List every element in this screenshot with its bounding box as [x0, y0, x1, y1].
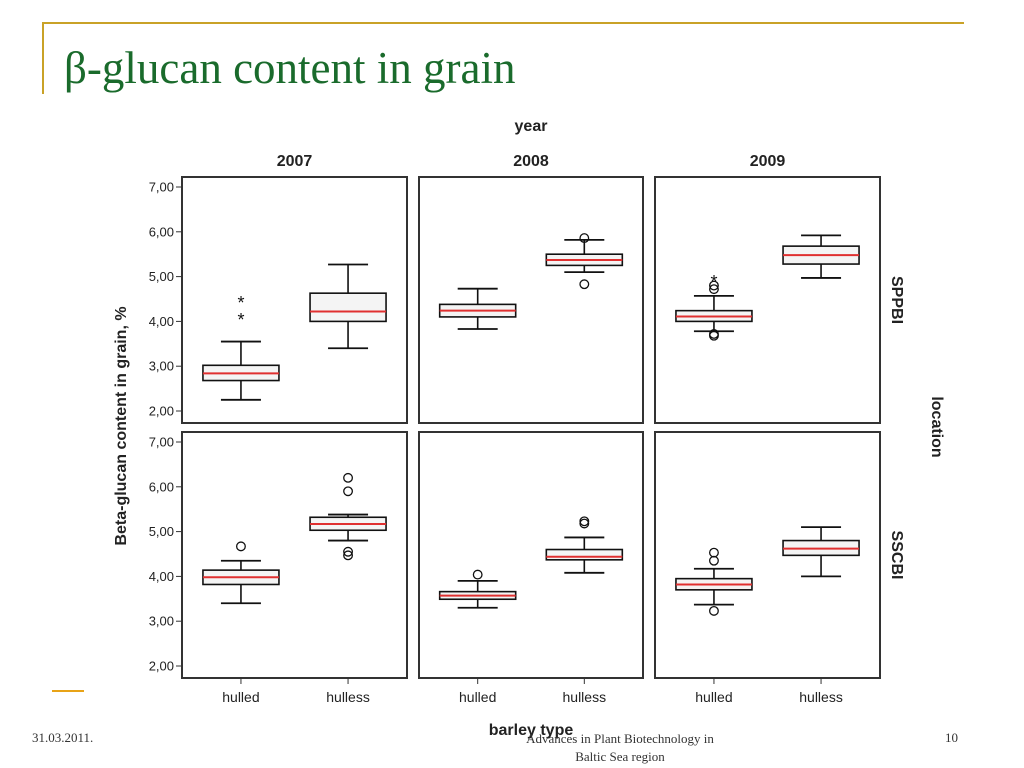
outlier-point	[343, 472, 354, 483]
location-label: SSCBI	[888, 531, 905, 580]
outlier-point	[343, 546, 354, 557]
y-tick-label: 2,00	[149, 659, 174, 674]
y-tick-label: 3,00	[149, 614, 174, 629]
outlier-point	[472, 569, 483, 580]
x-tick-label: hulless	[326, 689, 370, 705]
year-label: 2008	[513, 153, 549, 170]
footer-conference-line1: Advances in Plant Biotechnology in	[526, 731, 714, 746]
panel-frame	[181, 431, 408, 679]
extreme-point: *	[237, 293, 244, 313]
iqr-box	[309, 292, 387, 323]
x-tick-label: hulled	[222, 689, 259, 705]
outlier-point	[235, 541, 246, 552]
panel-frame	[654, 431, 881, 679]
y-tick-label: 7,00	[149, 435, 174, 450]
outlier-point	[709, 280, 719, 291]
title-accent-vertical-line	[42, 22, 44, 94]
outlier-point	[343, 550, 354, 561]
row-facet-title: location	[928, 396, 945, 457]
page-number: 10	[945, 730, 958, 745]
y-tick-label: 6,00	[149, 224, 174, 239]
y-tick-label: 6,00	[149, 479, 174, 494]
y-tick-label: 2,00	[149, 404, 174, 419]
y-tick-label: 3,00	[149, 359, 174, 374]
outlier-point	[579, 516, 590, 527]
x-axis-title: barley type	[489, 722, 574, 739]
footer-conference-line2: Baltic Sea region	[575, 749, 665, 765]
slide-title: β-glucan content in grain	[64, 43, 516, 93]
column-facet-title: year	[515, 118, 548, 135]
outlier-point	[709, 605, 719, 616]
panel-frame	[418, 176, 644, 424]
outlier-point	[709, 547, 719, 558]
x-tick-label: hulless	[799, 689, 843, 705]
footer-conference: Advances in Plant Biotechnology in Balti…	[490, 730, 750, 766]
outlier-point	[343, 486, 354, 497]
y-tick-label: 5,00	[149, 524, 174, 539]
outlier-point	[709, 328, 719, 339]
footer-accent-line	[52, 690, 84, 692]
extreme-point: *	[237, 310, 244, 330]
x-tick-label: hulled	[459, 689, 496, 705]
footer-date: 31.03.2011.	[32, 730, 94, 745]
year-label: 2007	[277, 153, 313, 170]
y-tick-label: 7,00	[149, 180, 174, 195]
y-axis-title: Beta-glucan content in grain, %	[113, 306, 130, 545]
y-tick-label: 4,00	[149, 314, 174, 329]
location-label: SPPBI	[888, 276, 905, 324]
iqr-box	[545, 548, 624, 561]
outlier-point	[709, 284, 719, 295]
outlier-point	[579, 233, 590, 244]
outlier-point	[709, 555, 719, 566]
x-tick-label: hulless	[563, 689, 607, 705]
x-tick-label: hulled	[695, 689, 732, 705]
y-tick-label: 5,00	[149, 269, 174, 284]
panel-frame	[654, 176, 881, 424]
y-tick-label: 4,00	[149, 569, 174, 584]
extreme-point: *	[710, 272, 717, 292]
panel-frame	[418, 431, 644, 679]
year-label: 2009	[750, 153, 786, 170]
outlier-point	[579, 279, 590, 290]
title-accent-horizontal-line	[42, 22, 964, 24]
